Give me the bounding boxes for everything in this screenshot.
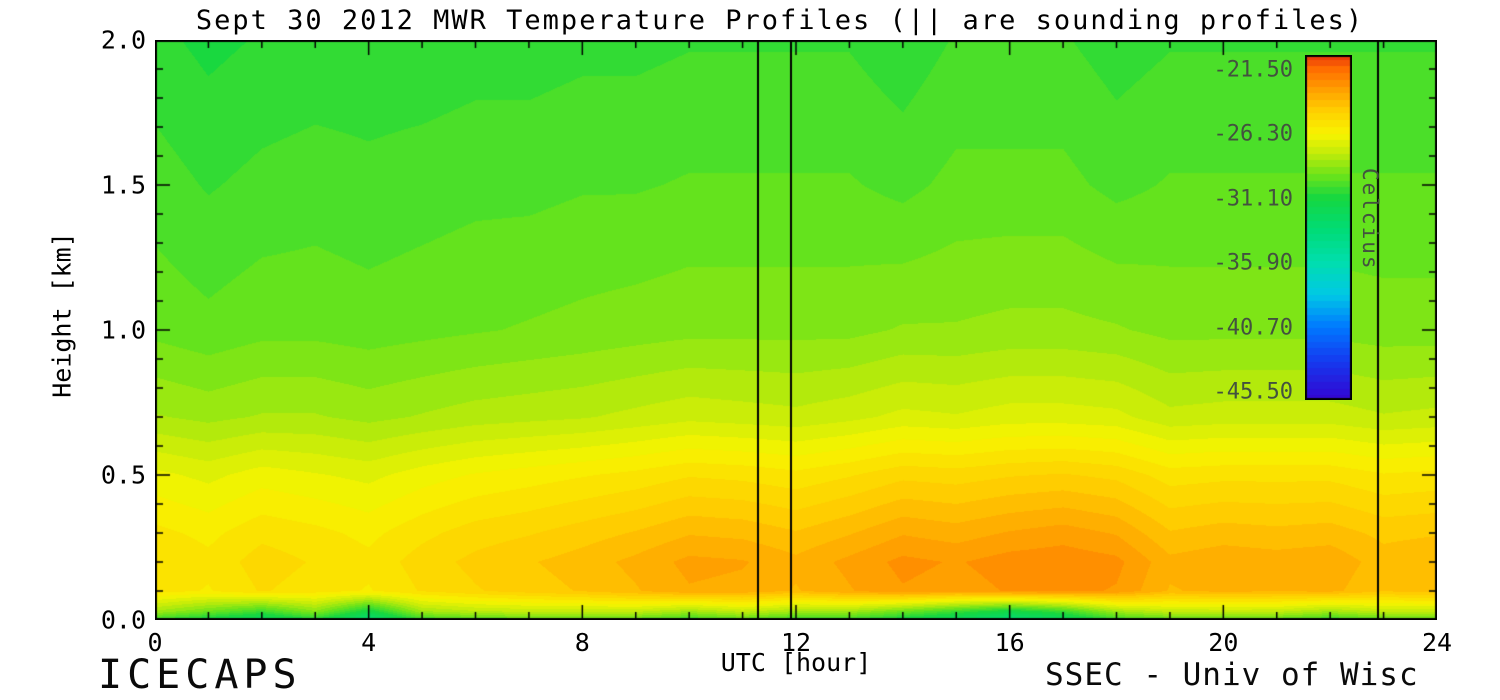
colorbar-tick-label: -40.70 [1213, 315, 1293, 340]
x-axis-tick-label: 0 [147, 628, 163, 657]
x-axis-tick-label: 24 [1421, 628, 1453, 657]
colorbar-units-label: Celcius [1358, 168, 1382, 271]
x-axis-tick-label: 4 [361, 628, 377, 657]
colorbar-gradient [1305, 55, 1352, 400]
colorbar-tick-label: -35.90 [1213, 250, 1293, 276]
y-axis-tick-label: 2.0 [100, 25, 146, 55]
chart-title: Sept 30 2012 MWR Temperature Profiles (|… [195, 5, 1365, 36]
y-axis-tick-label: 0.5 [100, 460, 146, 490]
colorbar-tick-label: -45.50 [1213, 379, 1293, 405]
icecaps-project-label: ICECAPS [98, 652, 302, 698]
colorbar-tick-label: -31.10 [1213, 186, 1293, 212]
y-axis-label: Height [km] [47, 232, 77, 398]
x-axis-label: UTC [hour] [720, 648, 872, 677]
colorbar-tick-label: -21.50 [1213, 57, 1293, 83]
x-axis-tick-label: 16 [994, 628, 1025, 657]
x-axis-tick-label: 20 [1208, 628, 1239, 657]
colorbar-tick-label: -26.30 [1213, 121, 1293, 147]
y-axis-tick-label: 0.0 [100, 605, 146, 635]
y-axis-tick-label: 1.5 [100, 170, 146, 200]
x-axis-tick-label: 12 [780, 628, 812, 657]
x-axis-tick-label: 8 [574, 628, 590, 657]
temperature-heatmap-canvas [155, 40, 1437, 620]
y-axis-tick-label: 1.0 [100, 315, 146, 345]
credit-label: SSEC - Univ of Wisc [1045, 657, 1419, 693]
